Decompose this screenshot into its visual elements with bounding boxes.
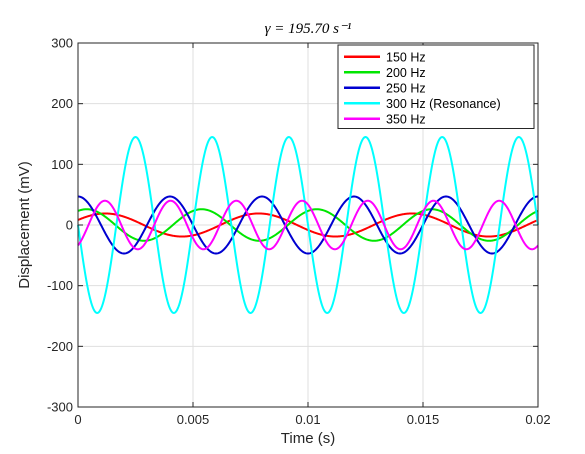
y-tick-label: 0 [66,218,73,233]
y-tick-label: -300 [47,400,73,415]
legend-label: 150 Hz [386,50,426,64]
x-tick-label: 0.01 [295,412,320,427]
series-lines [77,136,539,314]
series-line [77,195,539,255]
y-tick-label: -200 [47,339,73,354]
x-tick-label: 0.005 [177,412,210,427]
y-tick-label: -100 [47,278,73,293]
y-axis-label: Displacement (mV) [16,161,33,289]
y-tick-label: 300 [51,36,73,51]
legend-label: 350 Hz [386,112,426,126]
axis-ticks: 0 0.005 0.01 0.015 0.02 -300 -200 -100 0 100 200 30… [47,36,551,428]
legend-label: 250 Hz [386,81,426,95]
legend-label: 200 Hz [386,66,426,80]
y-tick-label: 200 [51,96,73,111]
series-line [77,199,539,251]
x-tick-label: 0 [74,412,81,427]
legend-label: 300 Hz (Resonance) [386,97,501,111]
y-tick-label: 100 [51,157,73,172]
chart-title: γ = 195.70 s⁻¹ [265,21,352,37]
x-tick-label: 0.015 [407,412,440,427]
x-tick-label: 0.02 [525,412,550,427]
x-axis-label: Time (s) [281,430,335,447]
